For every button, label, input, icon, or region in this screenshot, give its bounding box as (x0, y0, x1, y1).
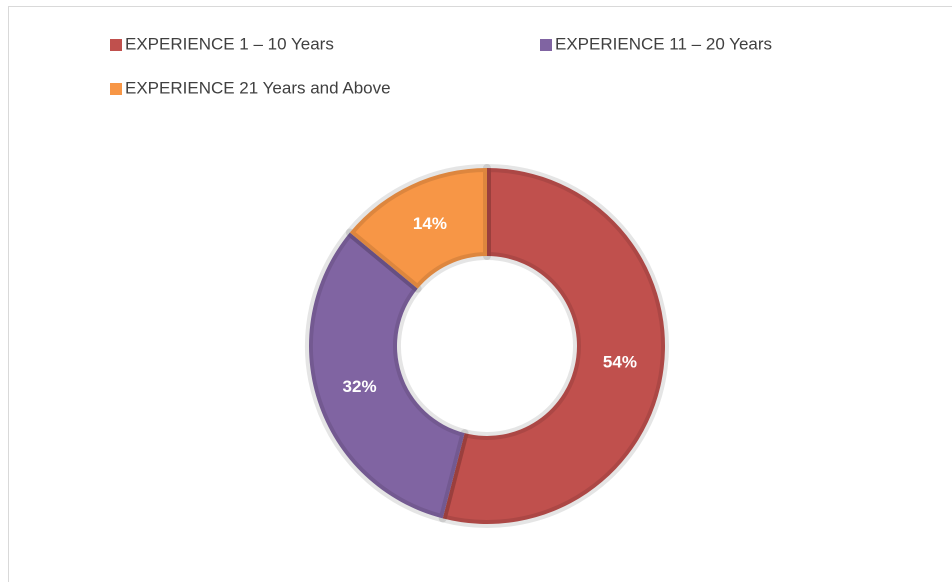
data-label: 32% (343, 377, 377, 396)
legend-label: EXPERIENCE 21 Years and Above (125, 78, 391, 97)
legend-swatch (110, 39, 122, 51)
data-label: 54% (603, 352, 637, 371)
donut-slice (345, 164, 491, 293)
data-label: 14% (413, 214, 447, 233)
donut-slice (305, 228, 469, 523)
donut-slice (438, 164, 669, 528)
legend-label: EXPERIENCE 11 – 20 Years (555, 34, 772, 53)
legend-swatch (540, 39, 552, 51)
legend-label: EXPERIENCE 1 – 10 Years (125, 34, 334, 53)
legend-swatch (110, 83, 122, 95)
